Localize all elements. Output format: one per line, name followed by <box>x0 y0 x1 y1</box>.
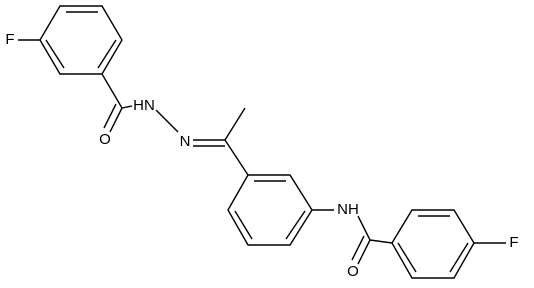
atom-label: N <box>180 133 191 150</box>
bonds <box>18 5 506 279</box>
atom-label: NH <box>337 201 359 218</box>
atom-label: HN <box>133 97 155 114</box>
atom-label: F <box>509 234 518 251</box>
atom-label: O <box>99 131 111 148</box>
atom-label: O <box>347 263 359 280</box>
atom-label: F <box>5 31 14 48</box>
